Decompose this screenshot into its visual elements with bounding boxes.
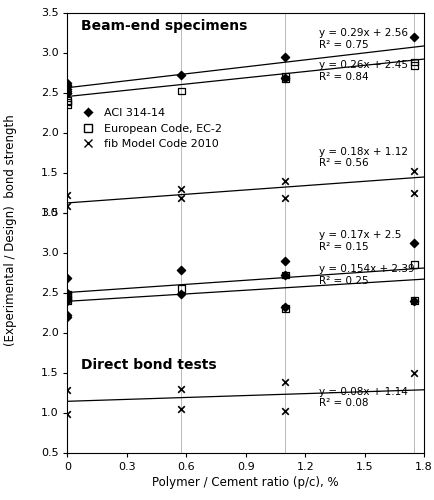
- ACI 314-14: [410, 296, 417, 304]
- fib Model Code 2010: [410, 167, 417, 175]
- X-axis label: Polymer / Cement ratio (p/c), %: Polymer / Cement ratio (p/c), %: [152, 476, 339, 488]
- fib Model Code 2010: [410, 368, 417, 376]
- ACI 314-14: [281, 52, 288, 60]
- European Code, EC-2: [178, 284, 184, 292]
- ACI 314-14: [178, 290, 184, 298]
- fib Model Code 2010: [64, 191, 71, 199]
- fib Model Code 2010: [410, 188, 417, 196]
- Text: y = 0.17x + 2.5
R² = 0.15: y = 0.17x + 2.5 R² = 0.15: [319, 230, 401, 252]
- European Code, EC-2: [64, 100, 71, 108]
- European Code, EC-2: [281, 72, 288, 80]
- fib Model Code 2010: [178, 406, 184, 413]
- ACI 314-14: [281, 271, 288, 279]
- fib Model Code 2010: [64, 386, 71, 394]
- ACI 314-14: [64, 292, 71, 300]
- Text: y = 0.18x + 1.12
R² = 0.56: y = 0.18x + 1.12 R² = 0.56: [319, 147, 407, 169]
- ACI 314-14: [64, 82, 71, 90]
- European Code, EC-2: [281, 271, 288, 279]
- fib Model Code 2010: [178, 194, 184, 202]
- ACI 314-14: [64, 87, 71, 95]
- ACI 314-14: [64, 312, 71, 320]
- ACI 314-14: [410, 239, 417, 247]
- European Code, EC-2: [64, 96, 71, 104]
- fib Model Code 2010: [64, 202, 71, 210]
- European Code, EC-2: [410, 260, 417, 268]
- ACI 314-14: [64, 88, 71, 96]
- ACI 314-14: [64, 79, 71, 87]
- European Code, EC-2: [281, 75, 288, 83]
- European Code, EC-2: [64, 292, 71, 300]
- fib Model Code 2010: [281, 378, 288, 386]
- European Code, EC-2: [64, 296, 71, 304]
- ACI 314-14: [281, 74, 288, 82]
- Text: (Experimental / Design)  bond strength: (Experimental / Design) bond strength: [4, 114, 17, 346]
- ACI 314-14: [64, 88, 71, 96]
- ACI 314-14: [64, 311, 71, 319]
- fib Model Code 2010: [281, 194, 288, 202]
- European Code, EC-2: [410, 58, 417, 66]
- European Code, EC-2: [410, 296, 417, 304]
- Text: y = 0.29x + 2.56
R² = 0.75: y = 0.29x + 2.56 R² = 0.75: [319, 28, 407, 50]
- fib Model Code 2010: [64, 410, 71, 418]
- ACI 314-14: [64, 84, 71, 92]
- fib Model Code 2010: [281, 407, 288, 415]
- European Code, EC-2: [281, 304, 288, 312]
- European Code, EC-2: [64, 290, 71, 298]
- fib Model Code 2010: [281, 176, 288, 184]
- Text: Direct bond tests: Direct bond tests: [81, 358, 217, 372]
- ACI 314-14: [64, 296, 71, 304]
- fib Model Code 2010: [178, 184, 184, 192]
- Text: y = 0.26x + 2.45
R² = 0.84: y = 0.26x + 2.45 R² = 0.84: [319, 60, 407, 82]
- Text: Beam-end specimens: Beam-end specimens: [81, 19, 247, 33]
- Text: y = 0.08x + 1.14
R² = 0.08: y = 0.08x + 1.14 R² = 0.08: [319, 387, 407, 408]
- ACI 314-14: [281, 303, 288, 311]
- ACI 314-14: [178, 71, 184, 79]
- ACI 314-14: [64, 274, 71, 282]
- ACI 314-14: [64, 80, 71, 88]
- ACI 314-14: [64, 295, 71, 303]
- Legend: ACI 314-14, European Code, EC-2, fib Model Code 2010: ACI 314-14, European Code, EC-2, fib Mod…: [76, 108, 222, 149]
- Text: y = 0.154x + 2.39
R² = 0.25: y = 0.154x + 2.39 R² = 0.25: [319, 264, 414, 286]
- European Code, EC-2: [64, 98, 71, 106]
- fib Model Code 2010: [178, 384, 184, 392]
- ACI 314-14: [178, 266, 184, 274]
- ACI 314-14: [64, 288, 71, 296]
- ACI 314-14: [410, 32, 417, 40]
- European Code, EC-2: [410, 62, 417, 70]
- European Code, EC-2: [178, 87, 184, 95]
- ACI 314-14: [281, 256, 288, 264]
